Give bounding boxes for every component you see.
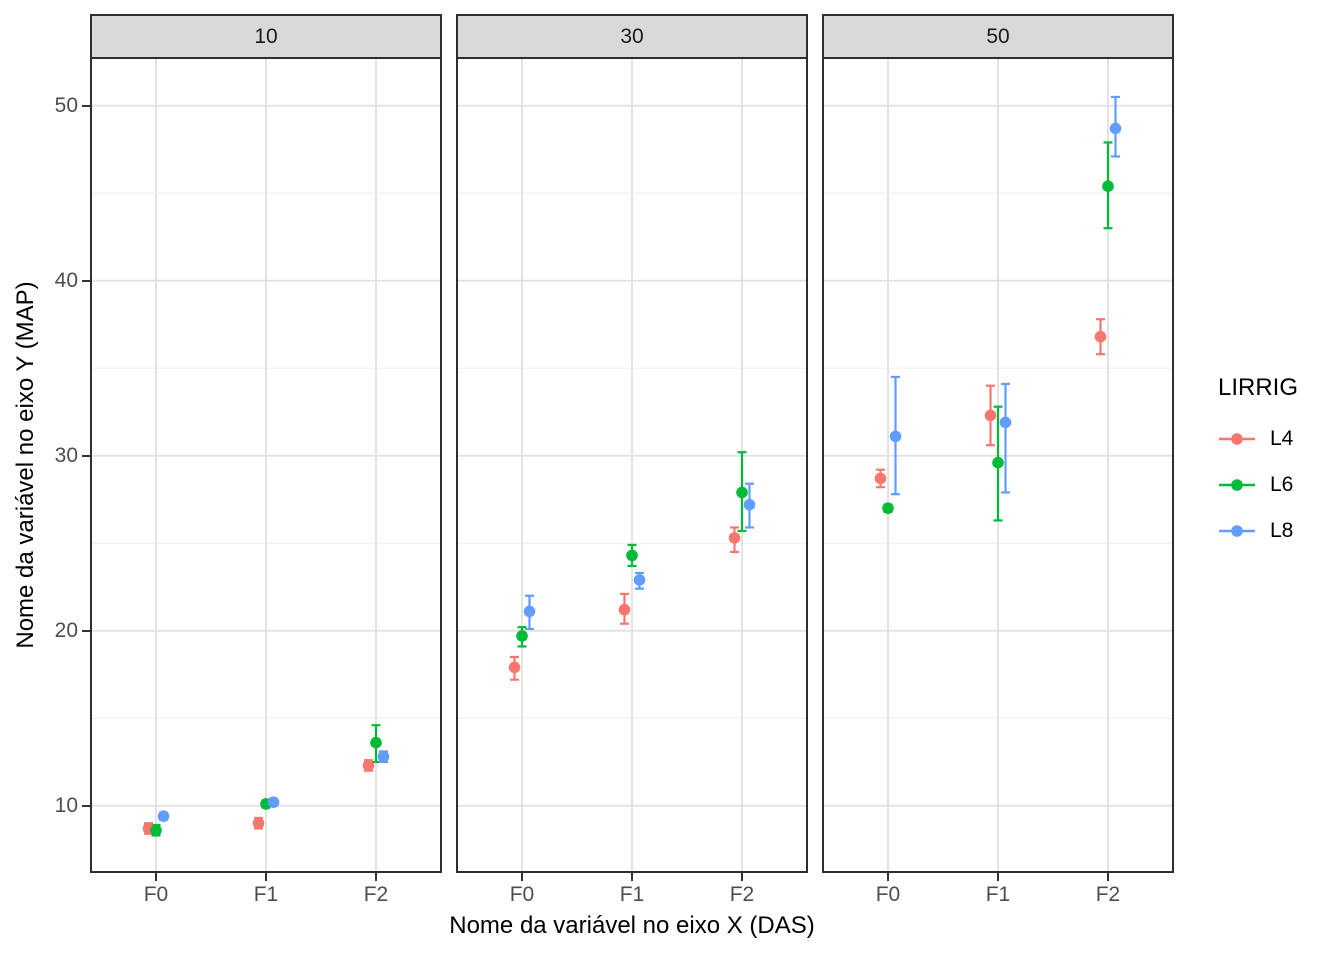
y-tick-label: 50 [54, 93, 78, 117]
x-tick-mark [887, 873, 889, 881]
legend-label: L6 [1270, 473, 1294, 496]
plot-panel-10 [90, 57, 442, 873]
x-tick-mark [1107, 873, 1109, 881]
facet-strip-label: 50 [986, 24, 1010, 48]
legend-entries: L4 L6 L8 [1218, 416, 1344, 554]
x-axis-title: Nome da variável no eixo X (DAS) [449, 912, 815, 939]
x-tick-label: F0 [143, 883, 169, 906]
legend-entry-L4: L4 [1218, 416, 1344, 462]
plot-panel-30 [456, 57, 808, 873]
y-tick-label: 30 [54, 443, 78, 467]
legend-entry-L8: L8 [1218, 508, 1344, 554]
y-tick-mark [82, 804, 90, 807]
x-tick-label: F0 [875, 883, 901, 906]
y-tick-label: 10 [54, 793, 78, 817]
x-tick-label: F2 [1095, 883, 1121, 906]
facet-strip-50: 50 [822, 14, 1174, 57]
facet-strip-10: 10 [90, 14, 442, 57]
legend-label: L8 [1270, 519, 1294, 542]
facet-strip-label: 30 [620, 24, 644, 48]
legend: LIRRIG L4 L6 L8 [1218, 374, 1344, 554]
x-tick-mark [521, 873, 523, 881]
legend-key-icon [1219, 433, 1255, 445]
y-tick-mark [82, 104, 90, 107]
legend-title: LIRRIG [1218, 374, 1299, 401]
y-tick-mark [82, 629, 90, 632]
plot-panel-50 [822, 57, 1174, 873]
facet-strip-30: 30 [456, 14, 808, 57]
x-tick-label: F1 [985, 883, 1011, 906]
x-tick-label: F2 [729, 883, 755, 906]
legend-entry-L6: L6 [1218, 462, 1344, 508]
x-tick-mark [155, 873, 157, 881]
legend-key-icon [1219, 479, 1255, 491]
facet-strip-label: 10 [254, 24, 278, 48]
legend-label: L4 [1270, 427, 1294, 450]
y-tick-label: 20 [54, 618, 78, 642]
legend-key-icon [1219, 525, 1255, 537]
x-tick-mark [997, 873, 999, 881]
x-tick-mark [741, 873, 743, 881]
x-tick-label: F0 [509, 883, 535, 906]
x-tick-label: F1 [253, 883, 279, 906]
y-tick-label: 40 [54, 268, 78, 292]
x-tick-label: F1 [619, 883, 645, 906]
y-tick-mark [82, 279, 90, 282]
y-tick-mark [82, 454, 90, 457]
x-tick-mark [375, 873, 377, 881]
x-tick-mark [631, 873, 633, 881]
x-tick-mark [265, 873, 267, 881]
x-tick-label: F2 [363, 883, 389, 906]
